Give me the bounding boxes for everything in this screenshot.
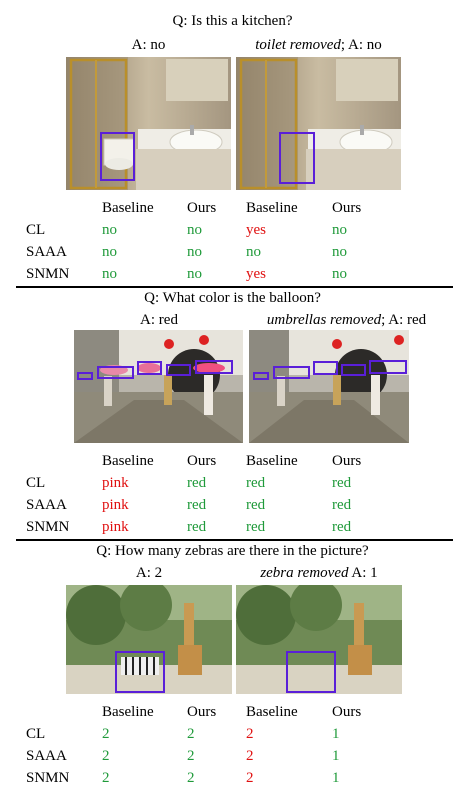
result-cell: 1 xyxy=(332,726,340,742)
row-label-saaa: SAAA xyxy=(26,497,67,513)
result-cell: no xyxy=(102,266,117,282)
col-header-ours-2: Ours xyxy=(332,704,362,720)
result-cell: yes xyxy=(246,222,266,238)
col-header-baseline-2: Baseline xyxy=(246,704,298,720)
col-header-baseline-2: Baseline xyxy=(246,200,298,216)
bbox-umbrella xyxy=(341,364,366,376)
bbox-toilet-edited xyxy=(279,132,315,184)
col-header-ours-1: Ours xyxy=(187,704,217,720)
row-label-saaa: SAAA xyxy=(26,244,67,260)
bbox-zebra-edited xyxy=(286,651,336,693)
result-cell: red xyxy=(187,519,207,535)
answer-2-left: A: red xyxy=(140,312,178,328)
row-label-snmn: SNMN xyxy=(26,770,70,786)
bbox-zebra-original xyxy=(115,651,165,693)
bbox-umbrella xyxy=(137,361,162,375)
row-label-cl: CL xyxy=(26,475,46,491)
bbox-umbrella xyxy=(253,372,269,380)
result-cell: 2 xyxy=(102,770,110,786)
edit-note-3: zebra removed xyxy=(260,565,349,581)
result-cell: red xyxy=(246,475,266,491)
col-header-baseline-2: Baseline xyxy=(246,453,298,469)
result-cell: red xyxy=(246,497,266,513)
bbox-umbrella xyxy=(369,360,407,374)
street-photo-edited xyxy=(249,330,409,443)
result-cell: red xyxy=(332,497,352,513)
edit-note-2: umbrellas removed xyxy=(266,312,382,328)
section-divider-1 xyxy=(16,286,453,288)
result-cell: no xyxy=(246,244,261,260)
result-cell: pink xyxy=(102,497,129,513)
result-cell: no xyxy=(102,222,117,238)
col-header-ours-2: Ours xyxy=(332,453,362,469)
col-header-baseline-1: Baseline xyxy=(102,200,154,216)
bathroom-photo-original xyxy=(66,57,231,190)
bbox-umbrella xyxy=(313,361,338,375)
answer-3-left: A: 2 xyxy=(135,565,163,581)
result-cell: 1 xyxy=(332,748,340,764)
result-cell: red xyxy=(187,475,207,491)
result-cell: no xyxy=(102,244,117,260)
answer-2-right: umbrellas removed; A: red xyxy=(244,311,449,329)
row-label-snmn: SNMN xyxy=(26,266,70,282)
result-cell: pink xyxy=(102,475,129,491)
col-header-ours-1: Ours xyxy=(187,200,217,216)
answer-1-right: toilet removed; A: no xyxy=(236,36,401,54)
question-1: Q: Is this a kitchen? xyxy=(172,13,293,29)
section-divider-2 xyxy=(16,539,453,541)
col-header-baseline-1: Baseline xyxy=(102,453,154,469)
question-3: Q: How many zebras are there in the pict… xyxy=(96,543,369,559)
result-cell: 2 xyxy=(246,748,254,764)
col-header-baseline-1: Baseline xyxy=(102,704,154,720)
bbox-toilet-original xyxy=(100,132,135,181)
result-cell: no xyxy=(332,222,347,238)
result-cell: no xyxy=(187,244,202,260)
bbox-umbrella xyxy=(77,372,93,380)
result-cell: 1 xyxy=(332,770,340,786)
row-label-snmn: SNMN xyxy=(26,519,70,535)
bathroom-photo-edited xyxy=(236,57,401,190)
result-cell: 2 xyxy=(246,770,254,786)
result-cell: 2 xyxy=(187,726,195,742)
question-2: Q: What color is the balloon? xyxy=(144,290,321,306)
result-cell: red xyxy=(332,519,352,535)
bbox-umbrella xyxy=(97,366,134,379)
result-cell: no xyxy=(332,266,347,282)
result-cell: pink xyxy=(102,519,129,535)
edit-answer-2: ; A: red xyxy=(381,312,427,328)
zebra-photo-edited xyxy=(236,585,402,694)
street-photo-original xyxy=(74,330,243,443)
bbox-umbrella xyxy=(166,364,191,376)
result-cell: no xyxy=(332,244,347,260)
zebra-photo-original xyxy=(66,585,232,694)
result-cell: no xyxy=(187,222,202,238)
edit-note-1: toilet removed xyxy=(255,37,341,53)
row-label-cl: CL xyxy=(26,726,46,742)
bbox-umbrella xyxy=(195,360,233,374)
result-cell: yes xyxy=(246,266,266,282)
edit-answer-1: ; A: no xyxy=(340,37,382,53)
col-header-ours-2: Ours xyxy=(332,200,362,216)
result-cell: 2 xyxy=(187,770,195,786)
result-cell: 2 xyxy=(102,726,110,742)
bbox-umbrella xyxy=(273,366,310,379)
result-cell: no xyxy=(187,266,202,282)
row-label-saaa: SAAA xyxy=(26,748,67,764)
row-label-cl: CL xyxy=(26,222,46,238)
result-cell: 2 xyxy=(102,748,110,764)
edit-answer-3: A: 1 xyxy=(348,565,378,581)
result-cell: red xyxy=(187,497,207,513)
result-cell: 2 xyxy=(246,726,254,742)
answer-1-left: A: no xyxy=(131,37,166,53)
col-header-ours-1: Ours xyxy=(187,453,217,469)
answer-3-right: zebra removed A: 1 xyxy=(236,564,402,582)
result-cell: red xyxy=(332,475,352,491)
result-cell: 2 xyxy=(187,748,195,764)
result-cell: red xyxy=(246,519,266,535)
